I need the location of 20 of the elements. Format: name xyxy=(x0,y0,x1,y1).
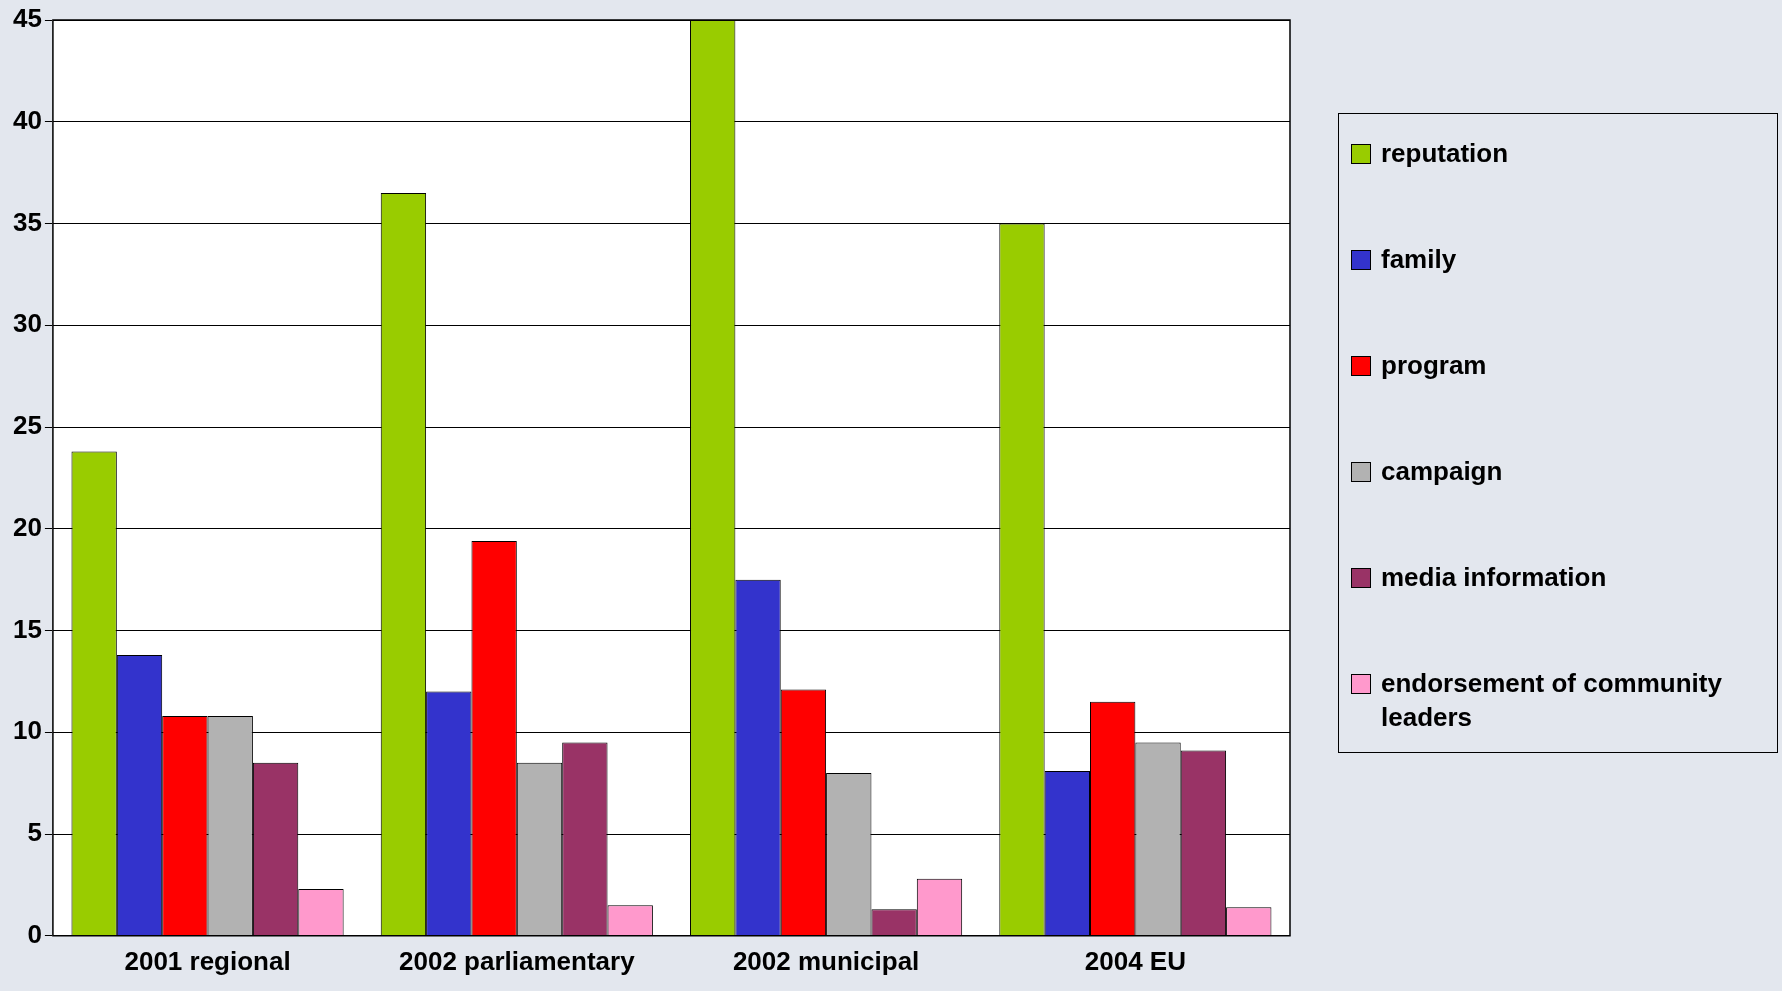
x-tick-label: 2002 municipal xyxy=(732,945,920,976)
legend-label: endorsement of community leaders xyxy=(1381,667,1723,734)
y-tick-label: 15 xyxy=(13,613,42,644)
y-tick-label: 30 xyxy=(13,308,42,339)
y-tick-label: 45 xyxy=(13,3,42,34)
y-tick-label: 40 xyxy=(13,104,42,135)
x-tick-label: 2001 regional xyxy=(124,945,291,976)
y-tick-label: 20 xyxy=(13,511,42,542)
y-tick-label: 5 xyxy=(27,817,42,848)
y-tick-label: 25 xyxy=(13,410,42,441)
x-tick-label: 2004 EU xyxy=(1084,945,1186,976)
legend-label: media information xyxy=(1381,561,1607,594)
legend-label: campaign xyxy=(1381,455,1503,488)
y-tick-label: 10 xyxy=(13,715,42,746)
legend-label: program xyxy=(1381,349,1487,382)
y-tick-label: 0 xyxy=(27,918,42,949)
legend-label: family xyxy=(1381,243,1457,276)
y-tick-label: 35 xyxy=(13,206,42,237)
legend-label: reputation xyxy=(1381,137,1509,170)
x-tick-label: 2002 parliamentary xyxy=(399,945,636,976)
